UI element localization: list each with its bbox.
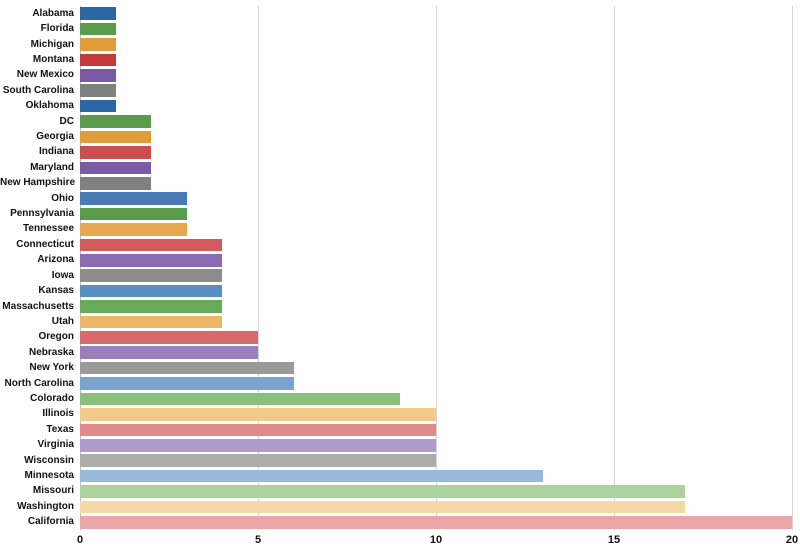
bar — [80, 100, 116, 113]
grid-line — [792, 6, 793, 530]
bar — [80, 208, 187, 221]
y-tick-label: Georgia — [0, 131, 74, 142]
y-tick-label: Wisconsin — [0, 455, 74, 466]
y-tick-label: Utah — [0, 316, 74, 327]
y-tick-label: Montana — [0, 54, 74, 65]
y-tick-label: Pennsylvania — [0, 208, 74, 219]
plot-area — [80, 6, 792, 530]
y-tick-label: California — [0, 516, 74, 527]
bar — [80, 177, 151, 190]
y-tick-label: New Mexico — [0, 69, 74, 80]
y-tick-label: Massachusetts — [0, 301, 74, 312]
x-tick-label: 0 — [77, 534, 83, 546]
bar — [80, 146, 151, 159]
bar — [80, 54, 116, 67]
bar — [80, 239, 222, 252]
y-tick-label: Minnesota — [0, 470, 74, 481]
bar — [80, 346, 258, 359]
bar — [80, 393, 400, 406]
bar — [80, 316, 222, 329]
x-tick-label: 10 — [430, 534, 442, 546]
bar — [80, 192, 187, 205]
y-tick-label: Illinois — [0, 408, 74, 419]
grid-line — [614, 6, 615, 530]
y-tick-label: Michigan — [0, 39, 74, 50]
bar — [80, 424, 436, 437]
y-tick-label: Indiana — [0, 146, 74, 157]
bar — [80, 377, 294, 390]
y-tick-label: New York — [0, 362, 74, 373]
y-tick-label: Colorado — [0, 393, 74, 404]
y-tick-label: Ohio — [0, 193, 74, 204]
bar — [80, 331, 258, 344]
bar — [80, 131, 151, 144]
y-tick-label: Missouri — [0, 485, 74, 496]
bar — [80, 84, 116, 97]
bar — [80, 254, 222, 267]
grid-line — [436, 6, 437, 530]
bar — [80, 38, 116, 51]
y-tick-label: North Carolina — [0, 378, 74, 389]
bar — [80, 516, 792, 529]
bar — [80, 485, 685, 498]
bar — [80, 362, 294, 375]
y-tick-label: Florida — [0, 23, 74, 34]
bar — [80, 470, 543, 483]
bar — [80, 7, 116, 20]
y-tick-label: Nebraska — [0, 347, 74, 358]
bar — [80, 23, 116, 36]
y-tick-label: New Hampshire — [0, 177, 74, 188]
horizontal-bar-chart: 0 5 10 15 20 Alabama Florida Michigan Montana Ne… — [0, 0, 800, 549]
y-tick-label: Oklahoma — [0, 100, 74, 111]
y-tick-label: Iowa — [0, 270, 74, 281]
y-tick-label: Virginia — [0, 439, 74, 450]
bar — [80, 269, 222, 282]
bar — [80, 501, 685, 514]
y-tick-label: Oregon — [0, 331, 74, 342]
y-tick-label: South Carolina — [0, 85, 74, 96]
bar — [80, 439, 436, 452]
bar — [80, 454, 436, 467]
y-tick-label: DC — [0, 116, 74, 127]
bar — [80, 300, 222, 313]
bar — [80, 69, 116, 82]
y-tick-label: Texas — [0, 424, 74, 435]
y-tick-label: Arizona — [0, 254, 74, 265]
bar — [80, 408, 436, 421]
x-tick-label: 20 — [786, 534, 798, 546]
y-tick-label: Connecticut — [0, 239, 74, 250]
bar — [80, 115, 151, 128]
y-tick-label: Maryland — [0, 162, 74, 173]
y-tick-label: Tennessee — [0, 223, 74, 234]
y-tick-label: Alabama — [0, 8, 74, 19]
x-tick-label: 15 — [608, 534, 620, 546]
y-tick-label: Washington — [0, 501, 74, 512]
bar — [80, 162, 151, 175]
bar — [80, 285, 222, 298]
bar — [80, 223, 187, 236]
y-tick-label: Kansas — [0, 285, 74, 296]
x-tick-label: 5 — [255, 534, 261, 546]
